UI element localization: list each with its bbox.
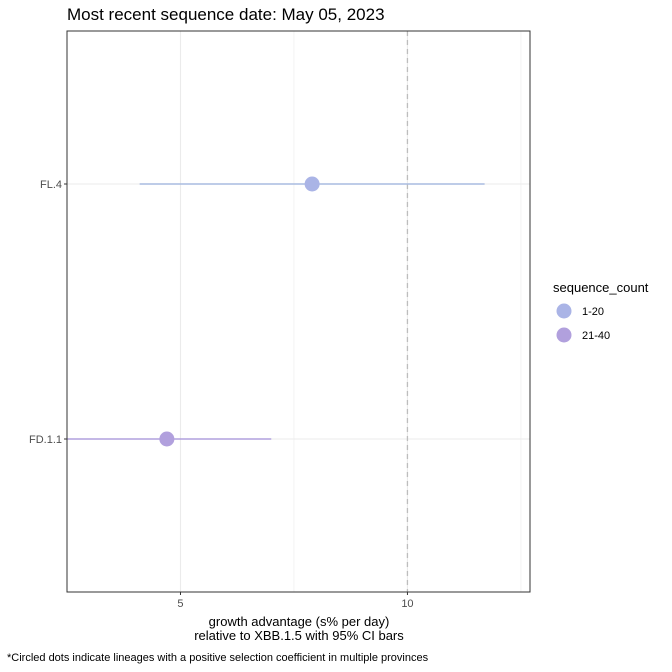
data-point: [304, 176, 320, 192]
caption: *Circled dots indicate lineages with a p…: [7, 652, 429, 664]
y-tick-label: FL.4: [40, 179, 62, 191]
legend-key-dot: [556, 303, 572, 319]
x-tick-label: 5: [177, 598, 183, 610]
x-axis: 5 10: [177, 592, 414, 610]
chart-title: Most recent sequence date: May 05, 2023: [67, 5, 385, 24]
legend-item-label: 1-20: [582, 306, 604, 318]
x-axis-title-line2: relative to XBB.1.5 with 95% CI bars: [194, 628, 404, 643]
grid: [66, 31, 530, 592]
legend: sequence_count 1-20 21-40: [553, 280, 649, 343]
x-axis-title-line1: growth advantage (s% per day): [209, 614, 390, 629]
x-tick-label: 10: [401, 598, 413, 610]
data-point: [159, 431, 175, 447]
legend-key-dot: [556, 327, 572, 343]
panel-border: [66, 30, 531, 593]
y-tick-label: FD.1.1: [29, 434, 62, 446]
y-axis: FL.4 FD.1.1: [29, 179, 67, 446]
data-marks: [67, 176, 485, 447]
legend-title: sequence_count: [553, 280, 649, 295]
legend-item-label: 21-40: [582, 330, 610, 342]
